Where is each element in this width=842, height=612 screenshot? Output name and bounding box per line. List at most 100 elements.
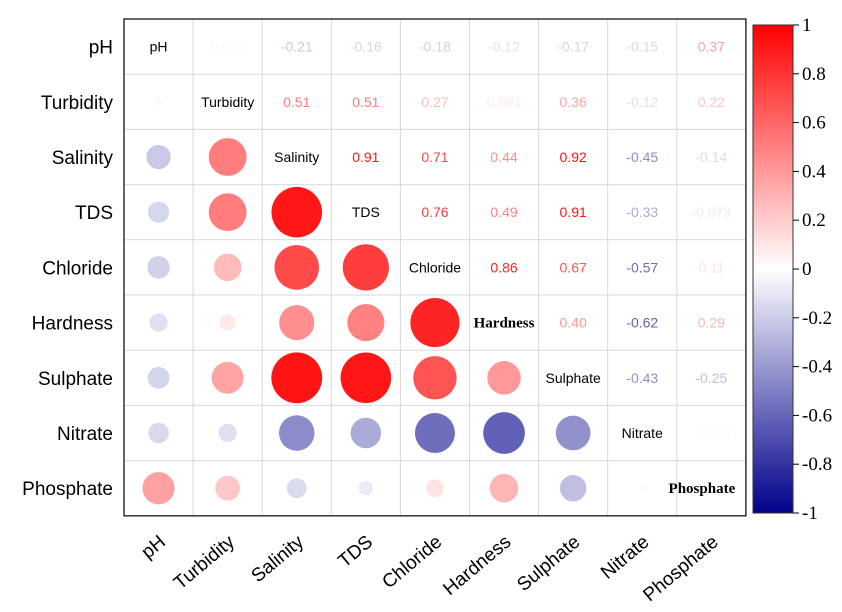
value-label-hardness-sulphate: 0.40: [560, 315, 587, 331]
correlation-marks: pH 0.023 -0.21 -0.16 -0.18 -0.12 -0.17 -0.15 0.3…: [142, 39, 736, 505]
colorbar: [752, 24, 794, 514]
column-label-nitrate: Nitrate: [597, 532, 653, 584]
circle-nitrate-tds: [350, 417, 382, 449]
value-label-turbidity-sulphate: 0.36: [560, 94, 587, 110]
colorbar-tick-label: -0.8: [802, 454, 832, 475]
value-label-salinity-hardness: 0.44: [490, 149, 517, 165]
value-label-turbidity-chloride: 0.27: [421, 94, 448, 110]
value-label-salinity-tds: 0.91: [352, 149, 379, 165]
colorbar-ticks: 1 0.8 0.6 0.4 0.2 0 -0.2 -0.4 -0.6 -0.8 -1: [793, 15, 833, 524]
circle-hardness-chloride: [410, 298, 460, 348]
diagonal-label-ph: pH: [150, 39, 168, 55]
value-label-salinity-sulphate: 0.92: [560, 149, 587, 165]
circle-tds-salinity: [271, 186, 323, 238]
value-label-turbidity-tds: 0.51: [352, 94, 379, 110]
circle-nitrate-sulphate: [555, 415, 591, 451]
value-label-ph-sulphate: -0.17: [557, 39, 589, 55]
circle-phosphate-hardness: [489, 473, 519, 503]
circle-sulphate-tds: [340, 352, 392, 404]
row-label-tds: TDS: [75, 203, 113, 224]
circle-nitrate-turbidity: [218, 423, 237, 443]
colorbar-tick-label: -0.2: [802, 308, 832, 329]
row-labels: pH Turbidity Salinity TDS Chloride Hardness Su…: [22, 38, 113, 501]
diagonal-label-hardness: Hardness: [474, 316, 535, 332]
value-label-hardness-phosphate: 0.29: [698, 315, 725, 331]
diagonal-label-salinity: Salinity: [274, 149, 319, 165]
diagonal-label-sulphate: Sulphate: [546, 370, 601, 386]
diagonal-label-tds: TDS: [352, 204, 380, 220]
value-label-ph-salinity: -0.21: [281, 39, 313, 55]
value-label-chloride-nitrate: -0.57: [626, 259, 658, 275]
circle-tds-turbidity: [208, 193, 247, 232]
value-label-tds-phosphate: -0.073: [691, 204, 731, 220]
value-label-turbidity-hardness: 0.091: [487, 94, 522, 110]
row-label-salinity: Salinity: [52, 148, 114, 169]
row-label-hardness: Hardness: [32, 314, 113, 335]
diagonal-label-phosphate: Phosphate: [669, 481, 736, 497]
circle-nitrate-salinity: [278, 415, 315, 451]
column-label-phosphate: Phosphate: [639, 532, 722, 606]
circle-nitrate-hardness: [483, 412, 525, 454]
circle-sulphate-turbidity: [211, 361, 244, 394]
circle-chloride-salinity: [274, 245, 320, 290]
value-label-sulphate-phosphate: -0.25: [695, 370, 727, 386]
row-label-phosphate: Phosphate: [22, 479, 113, 500]
value-label-tds-sulphate: 0.91: [560, 204, 587, 220]
column-label-ph: pH: [138, 532, 170, 564]
column-label-turbidity: Turbidity: [170, 531, 239, 594]
column-label-sulphate: Sulphate: [513, 532, 584, 596]
value-label-chloride-sulphate: 0.67: [560, 259, 587, 275]
colorbar-tick-label: -1: [802, 503, 818, 524]
value-label-turbidity-phosphate: 0.22: [698, 94, 725, 110]
circle-chloride-tds: [342, 244, 389, 291]
circle-sulphate-ph: [147, 366, 170, 389]
value-label-tds-nitrate: -0.33: [626, 204, 658, 220]
plot-frame: [123, 18, 747, 517]
circle-phosphate-turbidity: [215, 475, 241, 501]
value-label-tds-chloride: 0.76: [421, 204, 448, 220]
circle-tds-ph: [147, 201, 170, 223]
column-label-hardness: Hardness: [439, 532, 515, 600]
colorbar-tick-label: -0.4: [802, 357, 833, 378]
value-label-salinity-nitrate: -0.45: [626, 149, 658, 165]
row-label-sulphate: Sulphate: [38, 369, 113, 390]
circle-hardness-salinity: [279, 305, 315, 341]
circle-sulphate-salinity: [271, 352, 323, 404]
colorbar-tick-label: 0: [802, 259, 812, 280]
circle-turbidity-ph: [154, 97, 163, 106]
diagonal-label-chloride: Chloride: [409, 259, 461, 275]
circle-phosphate-salinity: [286, 478, 307, 499]
value-label-ph-nitrate: -0.15: [626, 39, 658, 55]
value-label-ph-phosphate: 0.37: [698, 39, 725, 55]
circle-hardness-ph: [149, 313, 168, 332]
value-label-ph-chloride: -0.18: [419, 39, 451, 55]
value-label-turbidity-salinity: 0.51: [283, 94, 310, 110]
colorbar-tick-label: 0.6: [802, 113, 826, 134]
circle-phosphate-tds: [358, 481, 374, 496]
grid-lines: [124, 19, 746, 516]
column-labels: pH Turbidity Salinity TDS ChlorideHardnessSu…: [138, 531, 723, 606]
value-label-tds-hardness: 0.49: [490, 204, 517, 220]
circle-chloride-ph: [147, 256, 170, 279]
circle-phosphate-ph: [142, 472, 175, 505]
diagonal-label-nitrate: Nitrate: [622, 425, 663, 441]
colorbar-tick-label: 1: [802, 15, 812, 36]
circle-phosphate-sulphate: [559, 474, 587, 502]
circle-phosphate-chloride: [426, 479, 444, 497]
circle-sulphate-chloride: [413, 356, 457, 400]
value-label-ph-turbidity: 0.023: [210, 39, 245, 55]
circle-chloride-turbidity: [213, 253, 242, 282]
colorbar-tick-label: 0.4: [802, 161, 826, 182]
row-label-nitrate: Nitrate: [57, 424, 113, 445]
row-label-ph: pH: [89, 38, 113, 59]
value-label-sulphate-nitrate: -0.43: [626, 370, 658, 386]
value-label-salinity-phosphate: -0.14: [695, 149, 727, 165]
value-label-chloride-hardness: 0.86: [490, 259, 517, 275]
diagonal-label-turbidity: Turbidity: [201, 94, 254, 110]
value-label-salinity-chloride: 0.71: [421, 149, 448, 165]
value-label-nitrate-phosphate: -0.018: [691, 425, 731, 441]
colorbar-tick-label: 0.2: [802, 210, 826, 231]
circle-salinity-turbidity: [208, 138, 247, 176]
circle-nitrate-ph: [148, 422, 169, 444]
